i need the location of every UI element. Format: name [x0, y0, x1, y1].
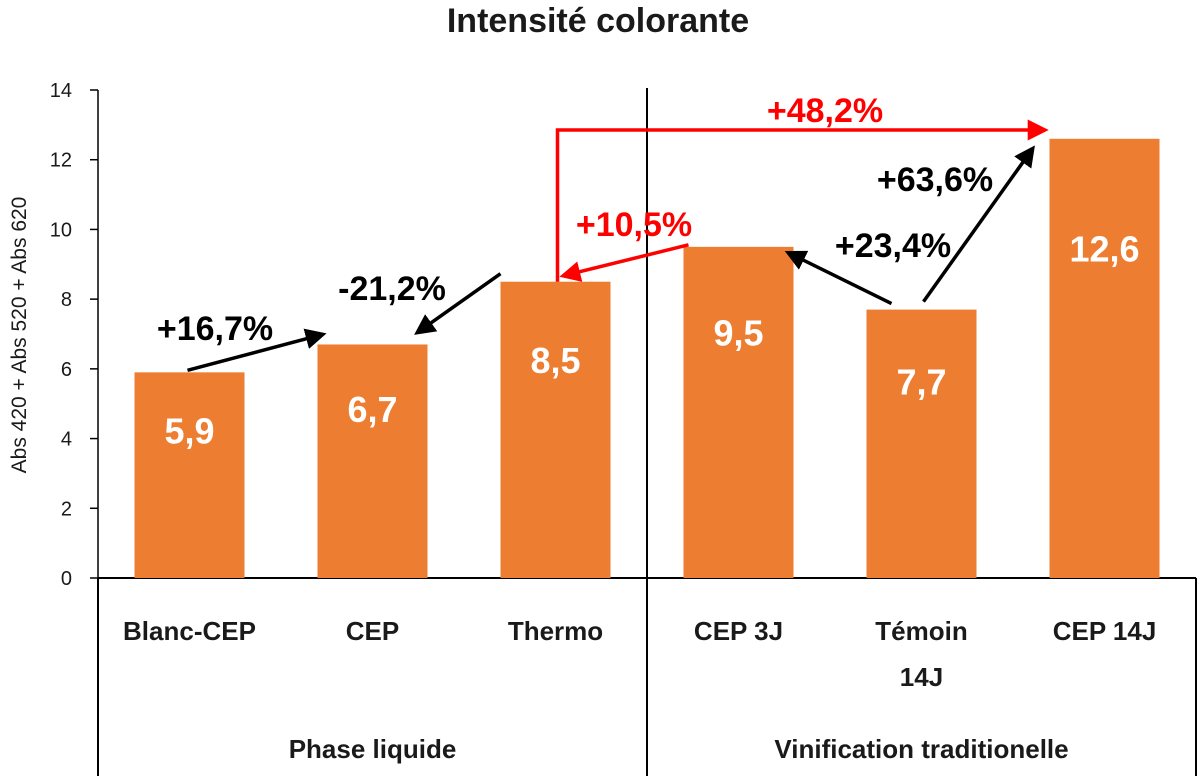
bar [866, 309, 977, 578]
y-axis-label: Abs 420 + Abs 520 + Abs 620 [8, 197, 31, 474]
group-label: Phase liquide [289, 734, 457, 764]
data-label: 12,6 [1069, 228, 1139, 269]
data-label: 8,5 [530, 340, 580, 381]
category-label: CEP 3J [694, 616, 783, 646]
category-label: CEP [346, 616, 399, 646]
category-label: 14J [900, 662, 943, 692]
y-tick-label: 0 [61, 568, 72, 590]
bar [1049, 138, 1160, 579]
annotation-label: +16,7% [157, 310, 273, 348]
annotation-label: +63,6% [877, 161, 993, 199]
annotation-arrow [555, 119, 1049, 282]
category-label: Blanc-CEP [123, 616, 256, 646]
bar [683, 246, 794, 578]
annotation-arrow [187, 328, 327, 373]
group-label: Vinification traditionelle [774, 734, 1068, 764]
annotation-arrow [414, 272, 502, 335]
bar [134, 372, 245, 578]
y-tick-label: 4 [61, 429, 72, 451]
annotation-label: +48,2% [767, 92, 883, 130]
annotation-arrow [784, 250, 893, 306]
annotation-label: +10,5% [576, 206, 692, 244]
bar [317, 344, 428, 578]
data-label: 9,5 [713, 313, 763, 354]
y-tick-label: 14 [50, 80, 72, 102]
annotation-arrow [559, 243, 689, 282]
category-label: CEP 14J [1053, 616, 1157, 646]
chart-title: Intensité colorante [447, 2, 749, 40]
category-label: Thermo [508, 616, 603, 646]
annotation-arrow [922, 145, 1035, 303]
y-tick-label: 6 [61, 359, 72, 381]
category-label: Témoin [875, 616, 967, 646]
y-tick-label: 2 [61, 498, 72, 520]
data-label: 7,7 [896, 362, 946, 403]
annotation-label: +23,4% [835, 227, 951, 265]
y-tick-label: 8 [61, 289, 72, 311]
bar [500, 281, 611, 578]
data-label: 5,9 [164, 411, 214, 452]
data-label: 6,7 [347, 389, 397, 430]
y-tick-label: 12 [50, 150, 72, 172]
annotation-label: -21,2% [338, 270, 446, 308]
y-tick-label: 10 [50, 219, 72, 241]
